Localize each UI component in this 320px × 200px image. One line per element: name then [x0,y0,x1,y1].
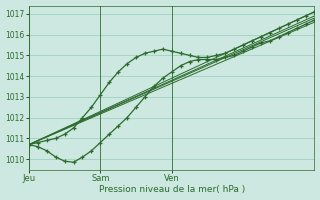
X-axis label: Pression niveau de la mer( hPa ): Pression niveau de la mer( hPa ) [99,185,245,194]
